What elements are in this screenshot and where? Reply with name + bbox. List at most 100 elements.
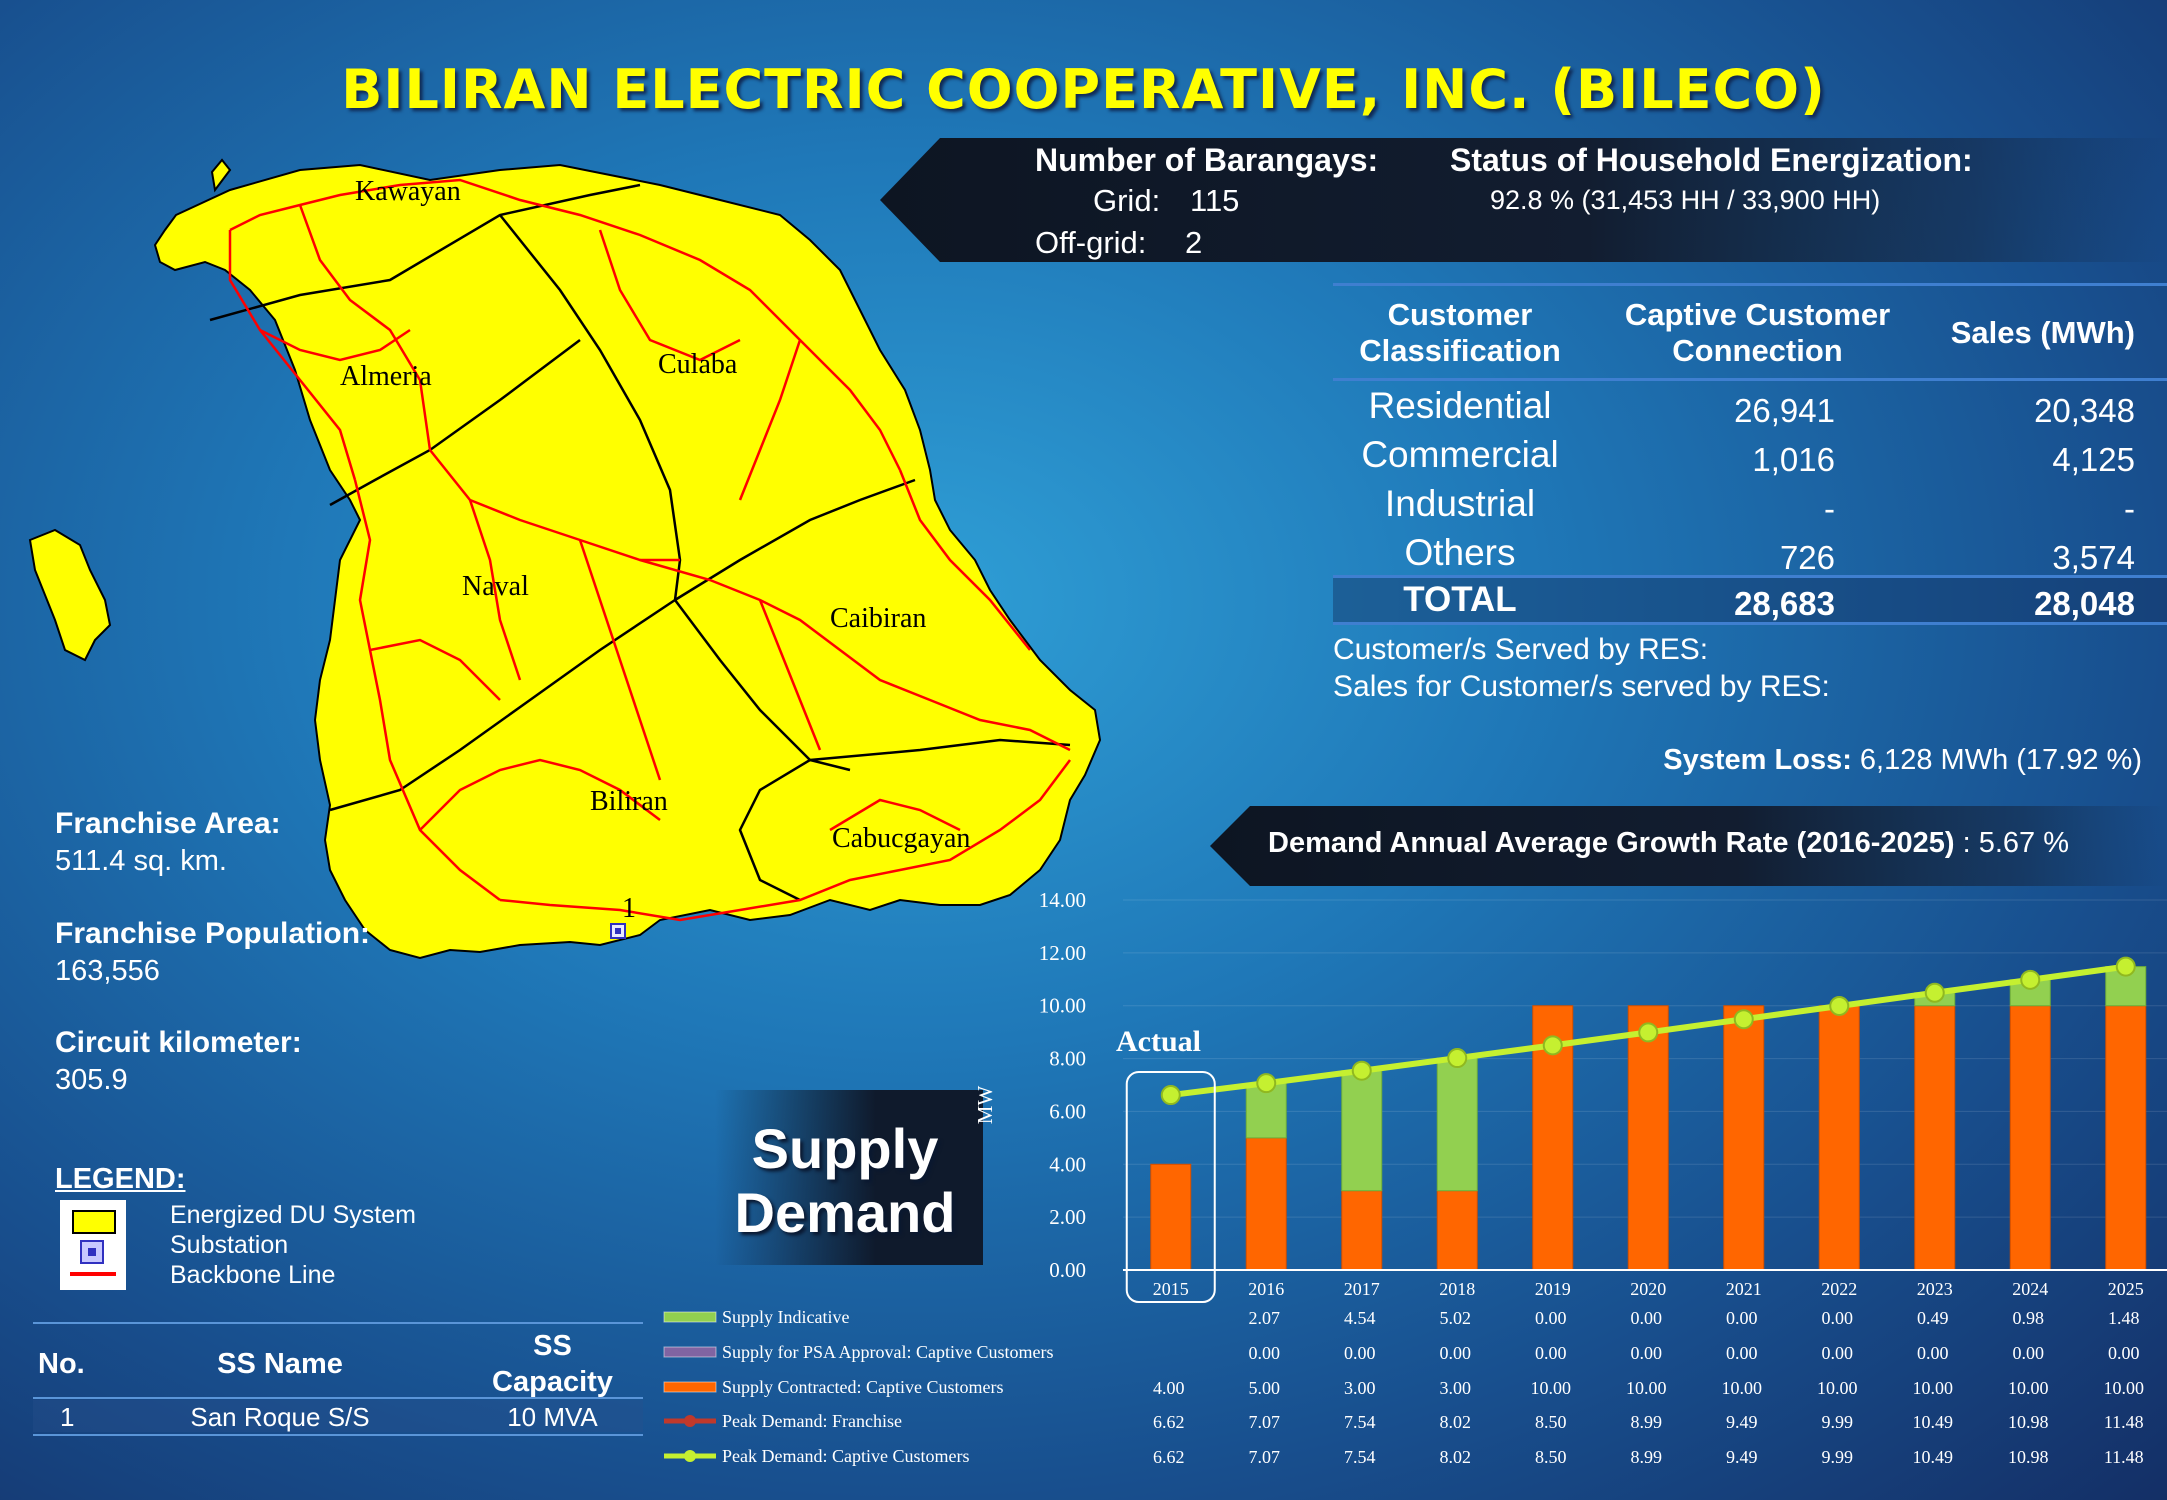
barangays-heading: Number of Barangays: — [1035, 142, 1379, 178]
legend-key — [663, 1381, 717, 1393]
table-value: 0.00 — [1535, 1343, 1567, 1363]
table-value: 8.50 — [1535, 1447, 1567, 1467]
series-legend-label: Peak Demand: Franchise — [722, 1411, 902, 1431]
map-hook — [210, 158, 232, 193]
table-value: 10.49 — [1913, 1447, 1954, 1467]
x-tick-label: 2017 — [1344, 1279, 1380, 1299]
x-tick-label: 2019 — [1535, 1279, 1571, 1299]
grid-label: Grid: — [1093, 183, 1161, 218]
legend-key-marker — [684, 1450, 696, 1462]
row-sales: 3,574 — [2052, 539, 2135, 576]
table-value: 8.02 — [1440, 1447, 1472, 1467]
col-header-connection: Captive Customer Connection — [1624, 297, 1891, 368]
series-legend-label: Supply Contracted: Captive Customers — [722, 1377, 1003, 1397]
row-sales: 4,125 — [2052, 441, 2135, 478]
row-name: Commercial — [1361, 434, 1559, 475]
table-value: 0.00 — [1535, 1308, 1567, 1328]
substation-number: 1 — [622, 893, 636, 924]
table-value: 10.00 — [1531, 1378, 1572, 1398]
legend-item-energized: Energized DU System — [170, 1201, 416, 1229]
table-value: 9.49 — [1726, 1412, 1758, 1432]
x-tick-label: 2024 — [2012, 1279, 2048, 1299]
substation-icon — [80, 1240, 104, 1264]
x-tick-label: 2022 — [1821, 1279, 1857, 1299]
table-value: 0.00 — [1917, 1343, 1949, 1363]
table-value: 0.00 — [1249, 1343, 1281, 1363]
backbone-lines — [228, 178, 1071, 922]
line-point — [1733, 1009, 1754, 1030]
table-value: 0.98 — [2013, 1308, 2045, 1328]
ss-col-no: No. — [38, 1348, 85, 1380]
legend-key-marker — [684, 1415, 696, 1427]
table-value: 10.98 — [2008, 1447, 2049, 1467]
grid-value: 115 — [1190, 183, 1240, 218]
table-value: 7.54 — [1344, 1447, 1376, 1467]
line-point — [1351, 1060, 1372, 1081]
table-value: 9.49 — [1726, 1447, 1758, 1467]
map-small-island — [28, 528, 112, 662]
table-value: 0.00 — [1726, 1343, 1758, 1363]
table-value: 0.00 — [1440, 1343, 1472, 1363]
franchise-map: Kawayan Almeria Culaba Naval Caibiran Bi… — [28, 158, 1102, 960]
page-title: BILIRAN ELECTRIC COOPERATIVE, INC. (BILE… — [341, 58, 1826, 121]
table-value: 8.02 — [1440, 1412, 1472, 1432]
growth-rate: Demand Annual Average Growth Rate (2016-… — [1268, 827, 2070, 859]
table-value: 6.62 — [1153, 1447, 1185, 1467]
y-tick-label: 10.00 — [1039, 994, 1086, 1018]
y-tick-label: 14.00 — [1039, 888, 1086, 912]
offgrid-label: Off-grid: — [1035, 225, 1147, 260]
offgrid-value: 2 — [1185, 225, 1203, 260]
res-served-label: Customer/s Served by RES: — [1333, 633, 1709, 666]
res-sales-label: Sales for Customer/s served by RES: — [1333, 670, 1830, 703]
table-value: 8.50 — [1535, 1412, 1567, 1432]
table-value: 0.00 — [2013, 1343, 2045, 1363]
red-line-icon — [70, 1272, 116, 1276]
line-point — [2115, 956, 2136, 977]
table-value: 6.62 — [1153, 1412, 1185, 1432]
row-connection: 26,941 — [1734, 392, 1835, 429]
energization-value: 92.8 % (31,453 HH / 33,900 HH) — [1490, 185, 1881, 215]
town-label-cabucgayan: Cabucgayan — [832, 823, 970, 854]
ss-row-capacity: 10 MVA — [507, 1402, 598, 1432]
growth-banner — [1210, 806, 2167, 886]
row-name: Others — [1404, 532, 1516, 573]
legend-key — [663, 1311, 717, 1323]
col-header-classification: Customer Classification — [1359, 297, 1561, 368]
town-label-naval: Naval — [462, 571, 529, 602]
y-axis-label: MW — [973, 1086, 997, 1125]
table-value: 9.99 — [1822, 1412, 1854, 1432]
line-point — [1924, 982, 1945, 1003]
town-label-culaba: Culaba — [658, 349, 738, 380]
circuit-km-label: Circuit kilometer: — [55, 1026, 302, 1059]
row-sales: 20,348 — [2034, 392, 2135, 429]
table-value: 3.00 — [1344, 1378, 1376, 1398]
table-value: 2.07 — [1249, 1308, 1281, 1328]
table-value: 7.54 — [1344, 1412, 1376, 1432]
table-value: 10.00 — [1722, 1378, 1763, 1398]
series-legend-label: Peak Demand: Captive Customers — [722, 1446, 969, 1466]
legend-item-backbone: Backbone Line — [170, 1261, 336, 1289]
line-point — [1447, 1048, 1468, 1069]
franchise-area-label: Franchise Area: — [55, 807, 281, 840]
y-tick-label: 8.00 — [1049, 1047, 1086, 1071]
line-point — [1256, 1073, 1277, 1094]
table-value: 3.00 — [1440, 1378, 1472, 1398]
supply-demand-box — [715, 1090, 983, 1265]
town-label-kawayan: Kawayan — [355, 176, 461, 207]
bar-supply-contracted — [1341, 1190, 1383, 1271]
row-name: Industrial — [1384, 483, 1536, 524]
table-value: 9.99 — [1822, 1447, 1854, 1467]
table-value: 0.00 — [1631, 1343, 1663, 1363]
total-sales: 28,048 — [2034, 585, 2135, 622]
table-value: 8.99 — [1631, 1447, 1663, 1467]
ss-col-capacity: SS Capacity — [492, 1330, 613, 1398]
table-value: 7.07 — [1249, 1447, 1281, 1467]
bar-supply-contracted — [2105, 1005, 2147, 1271]
table-value: 10.49 — [1913, 1412, 1954, 1432]
ss-row-name: San Roque S/S — [190, 1402, 370, 1432]
actual-annotation: Actual — [1116, 1025, 1201, 1058]
town-label-biliran: Biliran — [590, 786, 668, 817]
yellow-box-icon — [72, 1210, 116, 1234]
legend-key — [663, 1346, 717, 1358]
